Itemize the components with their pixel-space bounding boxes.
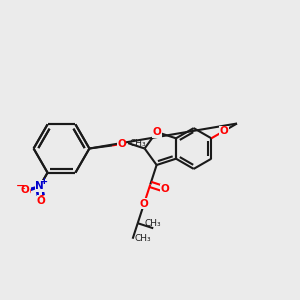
Text: N: N bbox=[35, 182, 44, 192]
Text: O: O bbox=[21, 185, 30, 195]
Text: O: O bbox=[38, 195, 46, 205]
Text: CH₃: CH₃ bbox=[130, 139, 146, 148]
Text: +: + bbox=[40, 179, 46, 185]
Text: CH₃: CH₃ bbox=[145, 219, 161, 228]
Text: O: O bbox=[219, 126, 228, 136]
Text: N: N bbox=[35, 181, 44, 191]
Text: O: O bbox=[22, 187, 31, 196]
Text: +: + bbox=[40, 178, 47, 187]
Text: -: - bbox=[21, 183, 25, 193]
Text: O: O bbox=[152, 127, 161, 137]
Text: O: O bbox=[140, 199, 148, 209]
Text: O: O bbox=[37, 196, 45, 206]
Text: CH₃: CH₃ bbox=[134, 234, 151, 243]
Text: O: O bbox=[160, 184, 169, 194]
Text: O: O bbox=[117, 139, 126, 149]
Text: −: − bbox=[16, 181, 25, 191]
